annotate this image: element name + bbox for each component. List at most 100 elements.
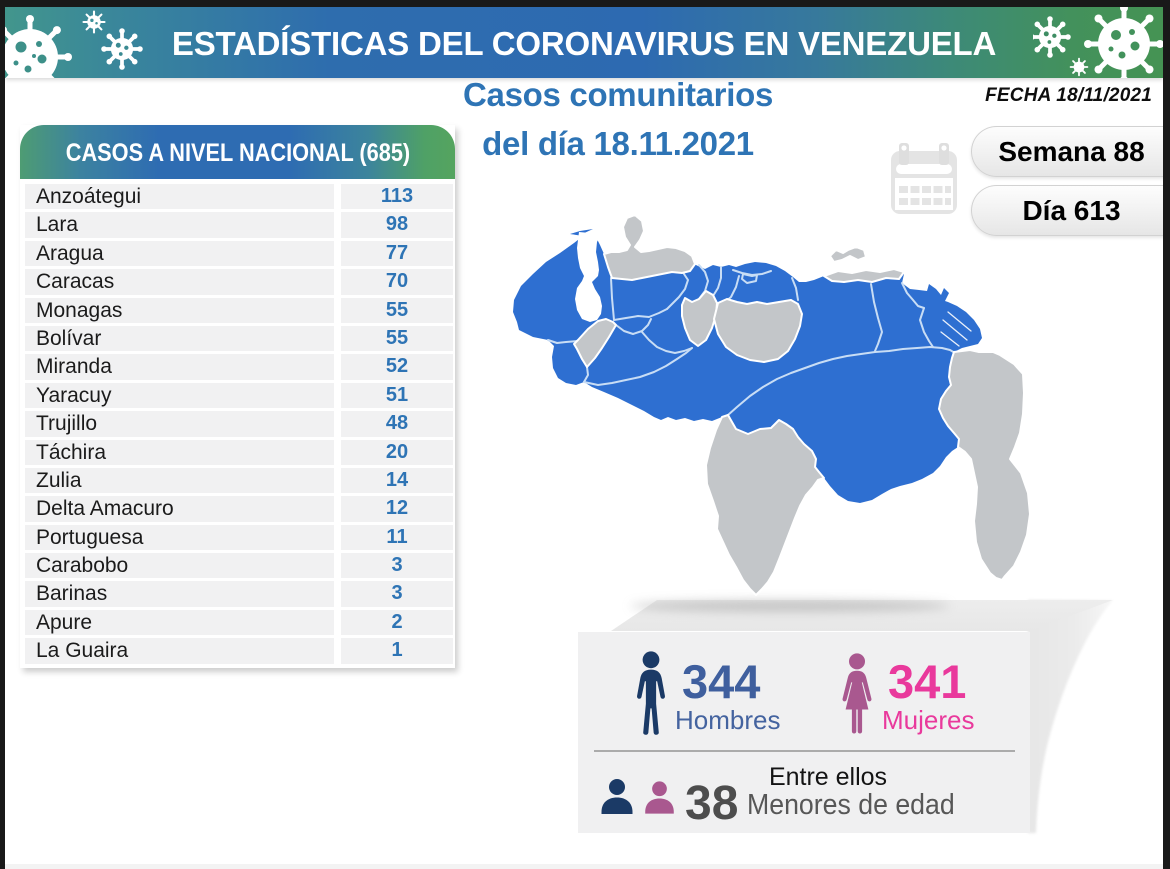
stats-panel: 344 Hombres 341 Mujeres 38 Entre ellos M… [578,632,1030,833]
state-name-cell: Delta Amacuro [25,496,334,522]
men-label: Hombres [675,705,781,735]
column-gap [334,411,341,436]
border-tachira-barinas [583,366,589,383]
column-gap [334,638,341,663]
border-lara-yaracuy [666,273,689,310]
subtitle-line1: Casos comunitarios [462,76,774,113]
week-badge: Semana 88 [971,126,1170,177]
state-name-cell: Bolívar [25,325,334,352]
state-name-cell: Monagas [25,297,334,323]
map-state-sucre [823,268,905,283]
table-row: Carabobo 3 [25,553,453,579]
border-anzoategui-monagas [870,283,883,352]
border-portuguesa-barinas [641,331,693,354]
column-gap [334,553,341,578]
state-name-cell: Lara [25,212,334,238]
map-country [513,215,1030,595]
state-value-cell: 3 [341,553,453,579]
map-shadow [630,600,950,612]
girl-bust-icon [645,781,674,814]
state-value-cell: 3 [341,581,453,607]
table-row: Anzoátegui 113 [25,184,453,210]
page-title: ESTADÍSTICAS DEL CORONAVIRUS EN VENEZUEL… [171,25,997,62]
subtitle-line2: del día 18.11.2021 [482,125,754,162]
women-count: 341 [888,655,967,708]
table-row: Delta Amacuro 12 [25,496,453,522]
cases-table: CASOS A NIVEL NACIONAL (685) Anzoátegui … [20,125,455,668]
border-orinoco [727,346,956,416]
map-state-guarico [713,298,803,363]
column-gap [334,525,341,550]
table-row: Caracas 70 [25,269,453,295]
state-value-cell: 20 [341,439,453,465]
calendar-icon [891,143,957,214]
virus-icons-right [1033,7,1163,78]
minors-line2: Menores de edad [747,789,955,821]
date-label: FECHA 18/11/2021 [985,85,1152,106]
map-state-nueva-esparta [829,246,867,263]
delta-streak [947,311,972,332]
state-value-cell: 1 [341,638,453,664]
header-band: ESTADÍSTICAS DEL CORONAVIRUS EN VENEZUEL… [5,7,1163,78]
curl-shadow [1028,600,1113,833]
column-gap [334,496,341,521]
table-rows: Anzoátegui 113 Lara 98 Aragua 77 Caracas… [25,184,453,664]
state-name-cell: La Guaira [25,638,334,664]
state-value-cell: 70 [341,269,453,295]
border-zulia-lara [610,277,615,321]
column-gap [334,610,341,635]
state-name-cell: Anzoátegui [25,184,334,210]
column-gap [334,468,341,493]
column-gap [334,241,341,266]
women-label: Mujeres [882,705,975,735]
column-gap [334,298,341,323]
virus-icons-left [5,10,143,78]
state-value-cell: 77 [341,240,453,267]
table-row: Bolívar 55 [25,325,453,352]
delta-streak [942,319,968,341]
men-count: 344 [682,655,761,708]
delta-streak [940,331,960,347]
state-name-cell: Trujillo [25,411,334,437]
day-badge: Día 613 [971,185,1170,236]
map-state-cojedes [681,290,718,347]
panel-divider [594,750,1015,752]
border-zulia-tachira [547,339,579,344]
man-icon [637,651,665,735]
state-name-cell: Caracas [25,269,334,295]
table-header: CASOS A NIVEL NACIONAL (685) [20,125,455,179]
border-trujillo-s [615,318,652,335]
table-row: Táchira 20 [25,439,453,465]
table-row: Lara 98 [25,212,453,238]
boy-bust-icon [601,779,633,814]
table-row: La Guaira 1 [25,638,453,664]
column-gap [334,326,341,351]
frame-left [0,0,5,869]
state-value-cell: 55 [341,297,453,323]
map-state-amazonas [705,414,825,596]
frame-top [0,0,1170,7]
table-row: Yaracuy 51 [25,382,453,409]
map-state-merida [573,318,617,368]
border-carabobo-aragua [712,266,722,297]
table-row: Zulia 14 [25,467,453,494]
state-value-cell: 52 [341,354,453,380]
minors-line1: Entre ellos [768,763,888,791]
state-name-cell: Zulia [25,467,334,494]
state-name-cell: Táchira [25,439,334,465]
state-value-cell: 12 [341,496,453,522]
column-gap [334,354,341,379]
column-gap [334,269,341,294]
woman-icon [842,653,872,734]
border-lara-s [613,308,668,321]
map-state-falcon [603,214,696,281]
minors-count: 38 [685,777,739,830]
border-apure-barinas [583,347,693,386]
state-value-cell: 98 [341,212,453,238]
state-name-cell: Miranda [25,354,334,380]
border-miranda-anzoategui [791,277,799,301]
platform-decoration [611,600,1113,833]
table-row: Portuguesa 11 [25,524,453,551]
border-monagas-delta [919,307,934,348]
